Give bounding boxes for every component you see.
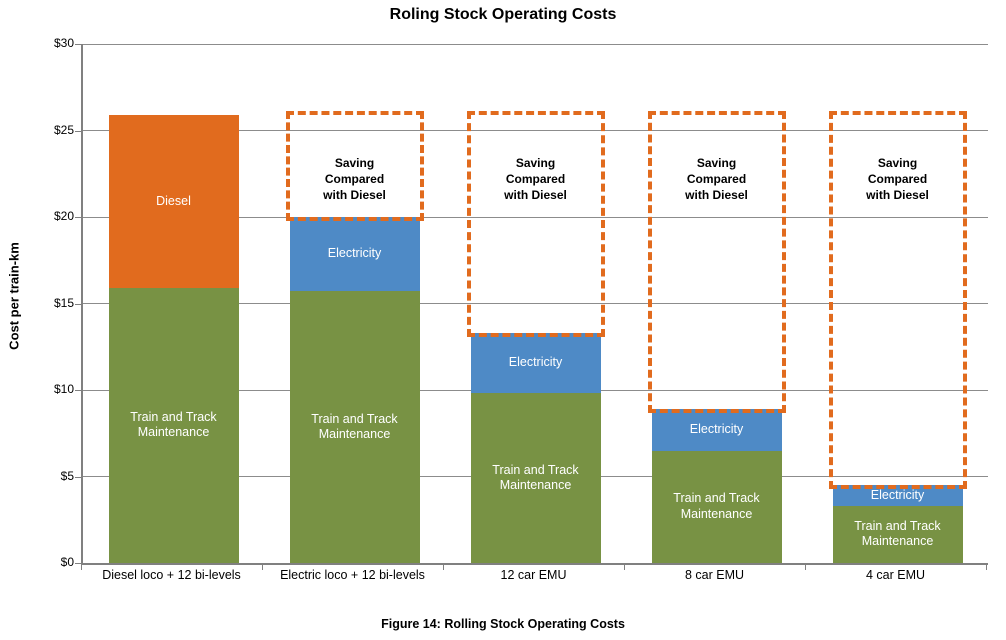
y-tick-label: $15 — [53, 295, 74, 310]
gridline — [83, 303, 988, 304]
bar-segment-label: Electricity — [327, 246, 382, 261]
bar-segment-label: Electricity — [870, 487, 925, 502]
saving-box-label: Saving Compared with Diesel — [685, 155, 748, 203]
saving-box: Saving Compared with Diesel — [828, 110, 967, 490]
bar-segment-label: Train and Track Maintenance — [673, 491, 760, 521]
saving-box: Saving Compared with Diesel — [647, 110, 786, 414]
x-category-label: Electric loco + 12 bi-levels — [280, 568, 425, 582]
x-category-label: Diesel loco + 12 bi-levels — [102, 568, 241, 582]
y-tick-label: $5 — [60, 468, 74, 483]
bar-segment-label: Train and Track Maintenance — [854, 518, 941, 549]
x-tick-mark — [624, 565, 625, 570]
bar-segment: Train and Track Maintenance — [108, 287, 239, 563]
bar-segment-label: Train and Track Maintenance — [492, 462, 579, 493]
x-tick-mark — [81, 565, 82, 570]
y-tick-mark — [75, 390, 83, 391]
x-tick-mark — [443, 565, 444, 570]
bar-segment: Diesel — [108, 114, 239, 288]
y-tick-mark — [75, 303, 83, 305]
bar-segment-label: Electricity — [689, 421, 744, 436]
bar-segment: Train and Track Maintenance — [289, 291, 420, 563]
x-category-label: 12 car EMU — [500, 568, 567, 582]
bar-segment-label: Train and Track Maintenance — [130, 409, 217, 440]
bar-segment: Train and Track Maintenance — [832, 505, 963, 563]
saving-box-label: Saving Compared with Diesel — [866, 155, 929, 203]
gridline — [83, 43, 988, 45]
y-tick-label: $10 — [53, 382, 74, 396]
bar-segment: Train and Track Maintenance — [651, 450, 782, 563]
y-tick-mark — [75, 563, 83, 564]
saving-box: Saving Compared with Diesel — [285, 110, 424, 221]
y-tick-label: $30 — [53, 36, 74, 50]
gridline — [83, 130, 988, 131]
bar-segment-label: Train and Track Maintenance — [311, 411, 398, 442]
figure-caption: Figure 14: Rolling Stock Operating Costs — [381, 617, 625, 631]
y-tick-label: $20 — [53, 209, 74, 223]
bar-segment: Electricity — [651, 409, 782, 451]
y-tick-mark — [75, 130, 83, 132]
x-category-label: 4 car EMU — [865, 568, 926, 582]
bar-segment: Electricity — [832, 485, 963, 506]
bar-segment: Electricity — [470, 332, 601, 394]
x-tick-mark — [986, 565, 987, 570]
gridline — [83, 216, 988, 218]
bar-segment: Train and Track Maintenance — [470, 393, 601, 563]
y-tick-mark — [75, 476, 83, 478]
y-tick-label: $0 — [60, 555, 74, 569]
bar-segment: Electricity — [289, 217, 420, 292]
saving-box-label: Saving Compared with Diesel — [323, 155, 386, 203]
x-category-label: 8 car EMU — [684, 568, 745, 582]
bar-segment-label: Diesel — [156, 193, 191, 208]
bar-segment-label: Electricity — [508, 355, 563, 370]
y-tick-label: $25 — [53, 122, 74, 137]
saving-box: Saving Compared with Diesel — [466, 110, 605, 337]
x-tick-mark — [805, 565, 806, 570]
plot-area: Train and Track Maintenance Diesel Train a… — [81, 43, 988, 565]
chart-title: Roling Stock Operating Costs — [389, 6, 617, 23]
y-tick-mark — [75, 217, 83, 218]
y-tick-mark — [75, 44, 83, 45]
saving-box-label: Saving Compared with Diesel — [504, 155, 567, 203]
x-tick-mark — [262, 565, 263, 570]
